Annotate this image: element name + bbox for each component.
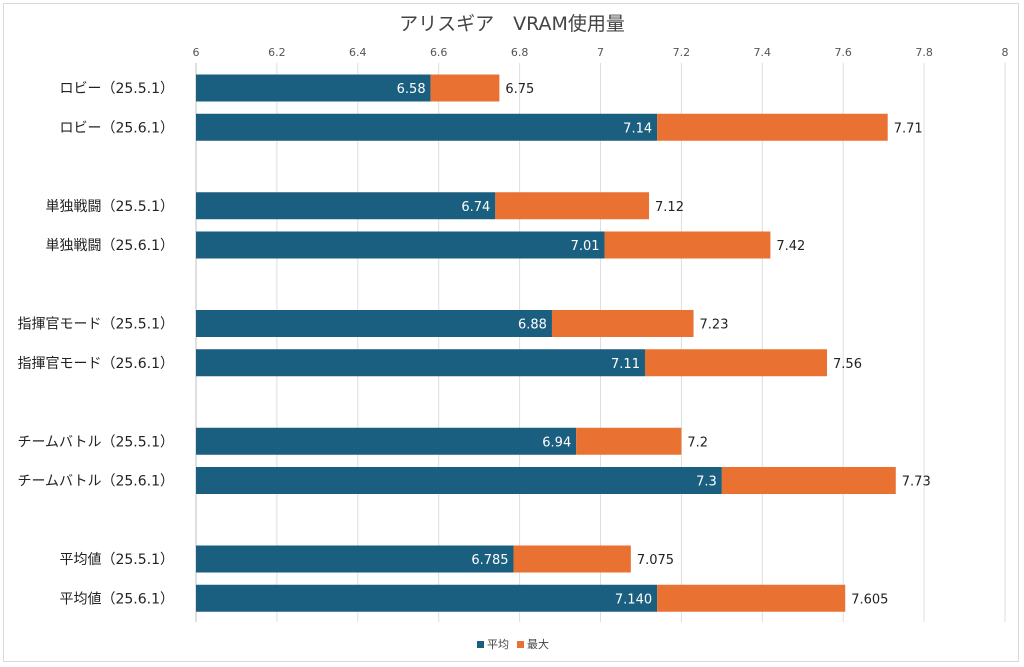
legend-label-max: 最大 [527, 637, 549, 651]
category-label: 指揮官モード（25.6.1） [17, 356, 174, 372]
x-tick-label: 7.6 [834, 46, 852, 59]
data-labels: 6.58 6.75 7.14 7.71 6.74 7.12 7.01 7.42 6.88 7.23… [397, 82, 931, 607]
data-label-max: 7.2 [687, 435, 708, 450]
data-label-max: 7.71 [894, 121, 923, 136]
data-label-max: 7.42 [776, 239, 805, 254]
data-label-avg: 7.11 [611, 357, 640, 372]
data-label-avg: 6.88 [518, 318, 547, 333]
category-label: 単独戦闘（25.6.1） [45, 238, 174, 254]
bar-max [644, 349, 828, 377]
bar-avg [196, 349, 645, 377]
x-tick-label: 6.2 [268, 46, 286, 59]
bar-max [657, 584, 846, 612]
data-label-max: 6.75 [505, 82, 534, 97]
bar-avg [196, 584, 658, 612]
data-label-avg: 6.785 [471, 553, 508, 568]
x-tick-label: 6.4 [349, 46, 367, 59]
bar-avg [196, 310, 552, 337]
data-label-avg: 7.14 [623, 121, 652, 136]
bar-max [430, 74, 500, 102]
category-label: チームバトル（25.5.1） [17, 434, 174, 450]
data-label-max: 7.73 [902, 475, 931, 490]
bar-max [551, 310, 694, 337]
x-tick-label: 8 [1002, 46, 1009, 59]
data-label-max: 7.23 [700, 318, 729, 333]
x-tick-label: 6.8 [511, 46, 529, 59]
x-tick-label: 7.4 [754, 46, 772, 59]
category-label: ロビー（25.6.1） [59, 120, 174, 136]
legend: 平均 最大 [477, 637, 549, 651]
legend-swatch-max [517, 641, 524, 648]
x-tick-label: 6 [193, 46, 200, 59]
category-label: チームバトル（25.6.1） [17, 474, 174, 490]
bar-max [604, 231, 771, 259]
bar-max [495, 192, 650, 220]
data-label-max: 7.56 [833, 357, 862, 372]
bar-avg [196, 427, 577, 455]
data-label-avg: 6.94 [542, 435, 571, 450]
bar-max [576, 427, 682, 455]
chart-title: アリスギア VRAM使用量 [399, 13, 625, 35]
bar-avg [196, 467, 722, 494]
bar-max [657, 113, 888, 141]
x-tick-label: 7 [597, 46, 604, 59]
data-label-max: 7.12 [655, 200, 684, 215]
data-label-max: 7.605 [851, 592, 888, 607]
category-label: ロビー（25.5.1） [59, 81, 174, 97]
category-label: 指揮官モード（25.5.1） [17, 317, 174, 333]
category-label: 平均値（25.6.1） [59, 591, 174, 607]
data-label-avg: 7.140 [615, 592, 652, 607]
category-label: 平均値（25.5.1） [59, 552, 174, 568]
bars [196, 74, 896, 612]
bar-max [513, 545, 631, 573]
data-label-avg: 7.3 [696, 475, 717, 490]
category-labels: ロビー（25.5.1） ロビー（25.6.1） 単独戦闘（25.5.1） 単独戦闘（2… [17, 81, 174, 607]
bar-avg [196, 231, 605, 259]
legend-label-avg: 平均 [487, 638, 509, 651]
gridlines [195, 63, 1006, 622]
bar-avg [196, 74, 431, 102]
data-label-avg: 7.01 [571, 239, 600, 254]
data-label-avg: 6.74 [461, 200, 490, 215]
x-tick-label: 7.2 [673, 46, 691, 59]
x-tick-label: 7.8 [915, 46, 933, 59]
bar-avg [196, 192, 496, 220]
legend-swatch-avg [477, 641, 484, 648]
bar-max [721, 467, 896, 494]
bar-avg [196, 113, 658, 141]
bar-avg [196, 545, 514, 573]
data-label-max: 7.075 [637, 553, 674, 568]
x-tick-label: 6.6 [430, 46, 448, 59]
x-axis-ticks: 6 6.2 6.4 6.6 6.8 7 7.2 7.4 7.6 7.8 8 [193, 46, 1009, 59]
category-label: 単独戦闘（25.5.1） [45, 199, 174, 215]
data-label-avg: 6.58 [397, 82, 426, 97]
